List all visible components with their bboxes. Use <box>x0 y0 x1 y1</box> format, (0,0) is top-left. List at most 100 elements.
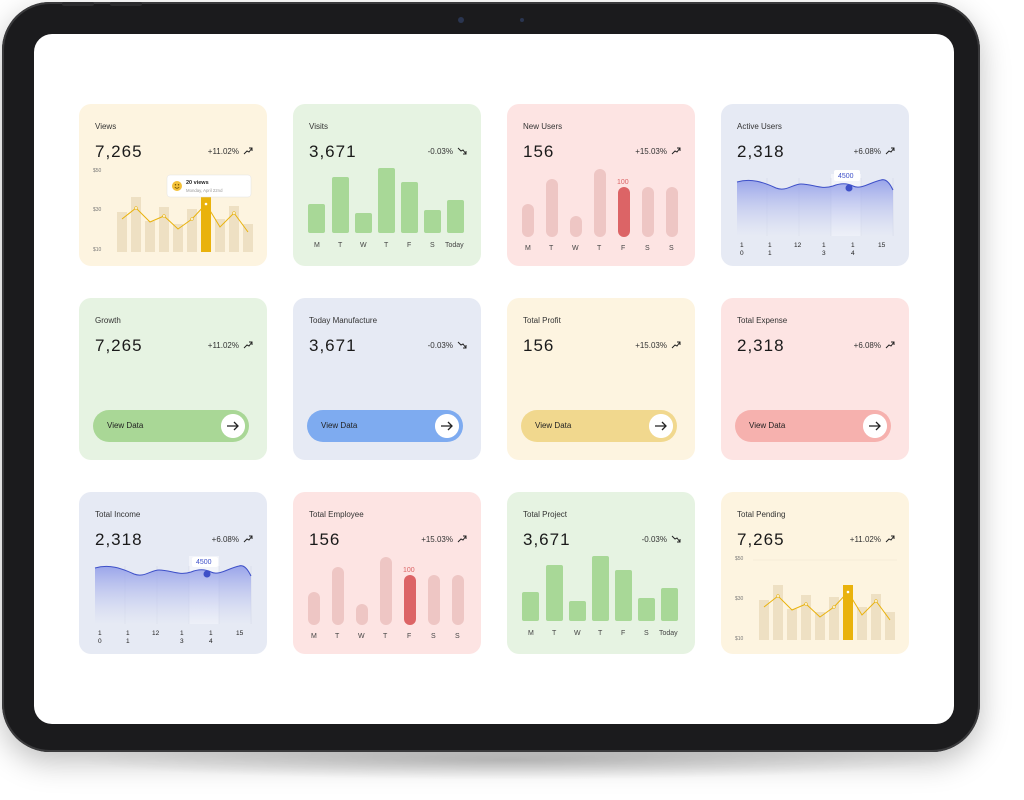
arrow-right-icon[interactable] <box>649 414 673 438</box>
arrow-right-icon[interactable] <box>863 414 887 438</box>
card-change: +6.08% <box>854 340 895 350</box>
card-label: Total Employee <box>309 510 364 519</box>
bar <box>773 585 783 640</box>
total-employee-bar-chart: 100 M T W T F S S <box>308 557 464 640</box>
bar <box>570 216 582 237</box>
smiley-icon <box>172 181 182 191</box>
change-text: -0.03% <box>641 534 667 544</box>
view-data-button[interactable]: View Data <box>93 410 249 442</box>
highlight-bar <box>404 575 416 625</box>
bar <box>759 600 769 640</box>
bar <box>117 212 127 252</box>
bar <box>355 213 372 233</box>
bar <box>145 221 155 252</box>
tooltip-subtitle: Monday, April 22nd <box>186 188 223 193</box>
view-data-button[interactable]: View Data <box>735 410 891 442</box>
camera-icon <box>458 17 464 23</box>
day-label: F <box>621 245 625 252</box>
trend-up-icon <box>671 147 681 155</box>
bar <box>871 594 881 640</box>
day-label: T <box>384 242 389 249</box>
change-text: +6.08% <box>853 340 881 350</box>
trend-up-icon <box>243 535 253 543</box>
active-users-card[interactable]: Active Users 2,318 +6.08% 4500 1 1 12 1 … <box>721 104 909 266</box>
x-label: 1 <box>822 242 826 249</box>
button-label: View Data <box>321 421 358 430</box>
today-manufacture-card[interactable]: Today Manufacture 3,671 -0.03% View Data <box>293 298 481 460</box>
bar <box>592 556 609 621</box>
day-label: S <box>431 633 436 640</box>
total-profit-card[interactable]: Total Profit 156 +15.03% View Data <box>507 298 695 460</box>
x-label: 12 <box>152 630 160 637</box>
card-label: New Users <box>523 122 563 131</box>
total-project-card[interactable]: Total Project 3,671 -0.03% M T W T F S <box>507 492 695 654</box>
bar <box>546 565 563 621</box>
bar <box>401 182 418 233</box>
day-label: S <box>645 245 650 252</box>
bar <box>569 601 586 621</box>
bar <box>642 187 654 237</box>
day-label: W <box>360 242 367 249</box>
visits-card[interactable]: Visits 3,671 -0.03% M T W T F S <box>293 104 481 266</box>
view-data-button[interactable]: View Data <box>307 410 463 442</box>
x-label: 1 <box>209 630 213 637</box>
day-label: T <box>383 633 388 640</box>
view-data-button[interactable]: View Data <box>521 410 677 442</box>
day-label: S <box>644 630 649 637</box>
change-text: +11.02% <box>207 146 239 156</box>
bar <box>638 598 655 621</box>
change-text: +6.08% <box>211 534 239 544</box>
bar <box>215 219 225 252</box>
card-value: 2,318 <box>737 336 785 355</box>
day-label: Today <box>445 242 464 249</box>
day-label: T <box>338 242 343 249</box>
day-label: F <box>407 242 411 249</box>
card-label: Active Users <box>737 122 782 131</box>
total-pending-card[interactable]: Total Pending 7,265 +11.02% $50 $30 $10 <box>721 492 909 654</box>
card-change: +15.03% <box>421 534 467 544</box>
x-label: 1 <box>180 630 184 637</box>
day-label: F <box>621 630 625 637</box>
card-change: -0.03% <box>428 340 467 350</box>
x-label: 0 <box>98 638 102 645</box>
card-label: Growth <box>95 316 121 325</box>
active-users-area-chart: 4500 1 1 12 1 1 15 0 1 3 4 <box>736 170 894 257</box>
button-label: View Data <box>535 421 572 430</box>
y-label: $50 <box>93 168 102 174</box>
new-users-card[interactable]: New Users 156 +15.03% 100 M T W T F <box>507 104 695 266</box>
x-label: 15 <box>878 242 886 249</box>
views-bar-chart: $50 $30 $10 <box>93 168 253 253</box>
bar <box>829 597 839 640</box>
growth-card[interactable]: Growth 7,265 +11.02% View Data <box>79 298 267 460</box>
x-label: 12 <box>794 242 802 249</box>
bar <box>173 224 183 252</box>
card-label: Total Expense <box>737 316 788 325</box>
arrow-right-icon[interactable] <box>221 414 245 438</box>
bar <box>187 209 197 252</box>
visits-bar-chart: M T W T F S Today <box>308 168 464 249</box>
x-label: 1 <box>851 242 855 249</box>
card-label: Visits <box>309 122 328 131</box>
day-label: Today <box>659 630 678 637</box>
card-change: +6.08% <box>212 534 253 544</box>
total-employee-card[interactable]: Total Employee 156 +15.03% 100 M T W T F <box>293 492 481 654</box>
x-label: 1 <box>98 630 102 637</box>
day-label: T <box>335 633 340 640</box>
card-value: 156 <box>523 142 555 161</box>
y-label: $10 <box>735 636 744 642</box>
bar <box>447 200 464 233</box>
card-change: -0.03% <box>642 534 681 544</box>
total-expense-card[interactable]: Total Expense 2,318 +6.08% View Data <box>721 298 909 460</box>
dashboard-screen: Views 7,265 +11.02% $50 $30 $10 <box>34 34 954 724</box>
arrow-right-icon[interactable] <box>435 414 459 438</box>
card-value: 2,318 <box>737 142 785 161</box>
day-label: T <box>549 245 554 252</box>
day-label: T <box>597 245 602 252</box>
card-value: 2,318 <box>95 530 143 549</box>
views-card[interactable]: Views 7,265 +11.02% $50 $30 $10 <box>79 104 267 266</box>
total-income-card[interactable]: Total Income 2,318 +6.08% 4500 1 1 12 1 … <box>79 492 267 654</box>
change-text: +11.02% <box>849 534 881 544</box>
active-point <box>203 570 211 578</box>
card-label: Total Income <box>95 510 141 519</box>
tooltip-title: 20 views <box>186 180 209 186</box>
